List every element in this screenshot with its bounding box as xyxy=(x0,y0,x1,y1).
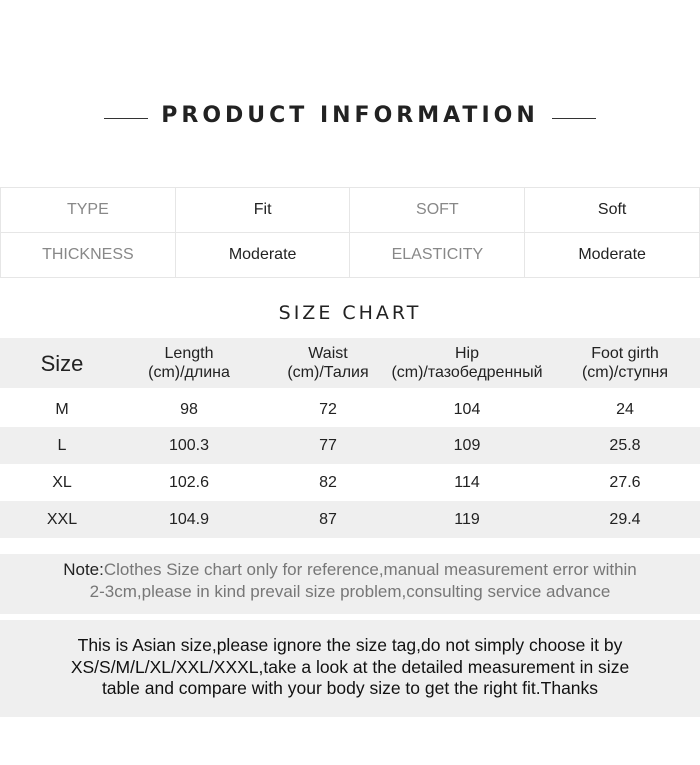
info-value: Fit xyxy=(174,187,351,233)
size-chart-title: SIZE CHART xyxy=(278,302,422,324)
size-table-row: XL 102.6 82 114 27.6 xyxy=(0,464,700,501)
size-table-header: Size Length (cm)/длина Waist (cm)/Талия Hi… xyxy=(0,338,700,388)
cell-foot-girth: 24 xyxy=(616,401,634,418)
notice-line: table and compare with your body size to… xyxy=(101,678,599,698)
cell-size: XXL xyxy=(46,511,78,528)
size-table-row: XXL 104.9 87 119 29.4 xyxy=(0,501,700,538)
header-unit: (cm)/тазобедренный xyxy=(391,364,543,381)
header-unit: (cm)/длина xyxy=(148,364,230,381)
header-size: Size xyxy=(40,350,84,376)
product-info-table: TYPE Fit SOFT Soft THICKNESS Moderate EL… xyxy=(0,187,700,278)
cell-length: 102.6 xyxy=(168,474,210,491)
header-hip: Hip (cm)/тазобедренный xyxy=(391,344,542,382)
cell-waist: 72 xyxy=(319,401,337,418)
info-value: Soft xyxy=(524,187,700,233)
header-label: Waist xyxy=(308,345,348,362)
cell-hip: 114 xyxy=(454,474,480,491)
info-key: TYPE xyxy=(0,187,176,233)
header-label: Hip xyxy=(454,345,479,362)
cell-waist: 77 xyxy=(319,437,337,454)
header-waist: Waist (cm)/Талия xyxy=(287,344,368,382)
cell-length: 98 xyxy=(180,401,198,418)
info-value: Moderate xyxy=(524,232,700,278)
cell-length: 104.9 xyxy=(168,511,210,528)
header-label: Length xyxy=(164,345,214,362)
note-text: Clothes Size chart only for reference,ma… xyxy=(103,560,637,579)
header-label: Foot girth xyxy=(591,345,659,362)
cell-waist: 87 xyxy=(319,511,337,528)
notice-line: This is Asian size,please ignore the siz… xyxy=(77,635,623,655)
header-foot-girth: Foot girth (cm)/ступня xyxy=(582,344,668,382)
cell-size: L xyxy=(57,437,67,454)
page-title: PRODUCT INFORMATION xyxy=(161,103,539,128)
asian-size-notice: This is Asian size,please ignore the siz… xyxy=(0,620,700,717)
header-unit: (cm)/Талия xyxy=(287,364,369,381)
notice-line: XS/S/M/L/XL/XXL/XXXL,take a look at the … xyxy=(70,656,630,677)
header-unit: (cm)/ступня xyxy=(581,364,669,381)
cell-foot-girth: 27.6 xyxy=(609,474,641,491)
cell-foot-girth: 25.8 xyxy=(609,437,641,454)
size-table-row: M 98 72 104 24 xyxy=(0,392,700,427)
header-length: Length (cm)/длина xyxy=(148,344,230,382)
title-divider-right xyxy=(552,118,596,119)
info-key: THICKNESS xyxy=(0,232,176,278)
title-divider-left xyxy=(104,118,148,119)
note-box: Note:Clothes Size chart only for referen… xyxy=(0,554,700,614)
info-row: TYPE Fit SOFT Soft xyxy=(0,187,700,233)
info-key: SOFT xyxy=(349,187,526,233)
info-row: THICKNESS Moderate ELASTICITY Moderate xyxy=(0,232,700,278)
cell-hip: 104 xyxy=(453,401,481,418)
note-label: Note: xyxy=(63,560,104,579)
info-value: Moderate xyxy=(174,232,351,278)
size-table-row: L 100.3 77 109 25.8 xyxy=(0,427,700,464)
cell-hip: 119 xyxy=(454,511,480,528)
cell-hip: 109 xyxy=(453,437,481,454)
cell-size: XL xyxy=(52,474,72,491)
cell-foot-girth: 29.4 xyxy=(609,511,641,528)
cell-size: M xyxy=(55,401,69,418)
cell-waist: 82 xyxy=(319,474,337,491)
cell-length: 100.3 xyxy=(168,437,210,454)
info-key: ELASTICITY xyxy=(349,232,526,278)
note-text: 2-3cm,please in kind prevail size proble… xyxy=(89,582,611,601)
